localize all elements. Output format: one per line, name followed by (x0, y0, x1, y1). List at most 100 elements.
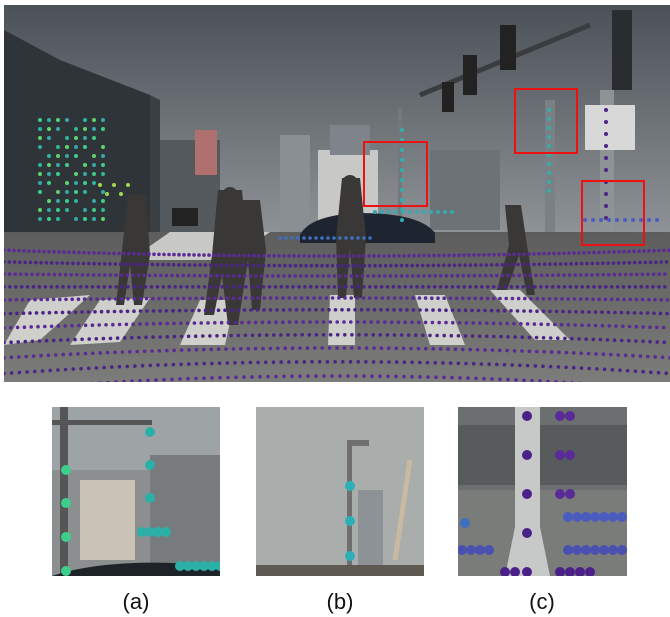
lidar-point (320, 263, 324, 268)
lidar-point (138, 322, 142, 326)
lidar-point (144, 296, 149, 301)
lidar-point (208, 263, 213, 268)
lidar-point (629, 272, 633, 277)
lidar-point (129, 262, 133, 267)
lidar-point (500, 567, 510, 576)
lidar-point (315, 274, 320, 278)
lidar-point (182, 253, 186, 257)
lidar-point (302, 254, 306, 258)
lidar-point (542, 251, 546, 256)
lidar-point (287, 320, 292, 324)
lidar-point (641, 369, 645, 374)
lidar-point (468, 285, 472, 289)
lidar-point (415, 285, 419, 289)
lidar-point (235, 263, 239, 268)
lidar-point (101, 145, 105, 149)
lidar-point (12, 248, 16, 253)
lidar-point (640, 297, 645, 302)
lidar-point (64, 297, 68, 302)
lidar-point (332, 285, 337, 289)
lidar-point (430, 296, 434, 301)
lidar-point (534, 335, 539, 340)
lidar-point (456, 334, 461, 338)
lidar-point (92, 217, 96, 221)
lidar-point (498, 348, 502, 353)
lidar-point (119, 192, 123, 196)
lidar-point (203, 263, 208, 267)
lidar-point (385, 333, 390, 337)
lidar-point (56, 145, 60, 149)
lidar-point (407, 253, 411, 258)
lidar-point (65, 190, 69, 194)
lidar-point (330, 263, 335, 268)
lidar-point (47, 310, 52, 315)
lidar-point (376, 320, 380, 324)
lidar-point (609, 352, 613, 357)
lidar-point (622, 261, 626, 265)
lidar-point (212, 253, 216, 257)
lidar-point (485, 334, 489, 339)
lidar-point (406, 333, 411, 337)
lidar-point (47, 127, 51, 131)
lidar-point (152, 252, 156, 256)
lidar-point (446, 347, 450, 351)
lidar-point (520, 335, 525, 340)
lidar-point (56, 172, 60, 176)
lidar-point (647, 249, 651, 253)
lidar-point (647, 297, 651, 302)
lidar-point (602, 250, 606, 254)
lidar-point (634, 297, 639, 302)
lidar-point (357, 346, 362, 350)
lidar-point (19, 403, 23, 407)
lidar-point (288, 263, 293, 268)
lidar-point (528, 309, 533, 313)
lidar-point (293, 263, 298, 268)
lidar-point (343, 389, 347, 393)
lidar-point (327, 274, 331, 278)
lidar-point (662, 248, 666, 253)
lidar-point (487, 362, 491, 367)
lidar-point (35, 272, 40, 277)
lidar-point (62, 250, 66, 254)
lidar-point (229, 333, 233, 338)
lidar-point (421, 333, 425, 338)
lidar-point (449, 406, 453, 410)
lidar-point (627, 260, 632, 265)
pole (545, 100, 555, 235)
lidar-point (487, 253, 491, 257)
lidar-point (262, 253, 266, 258)
lidar-point (477, 253, 481, 257)
lidar-point (519, 322, 523, 326)
lidar-point (598, 337, 603, 342)
lidar-point (301, 308, 305, 312)
lidar-point (553, 322, 557, 327)
lidar-point (159, 273, 163, 278)
lidar-point (497, 285, 502, 289)
lidar-point (522, 567, 532, 576)
lidar-point (590, 261, 595, 266)
lidar-point (483, 273, 488, 278)
lidar-point (185, 392, 189, 396)
lidar-point (471, 361, 476, 366)
lidar-point (248, 360, 253, 365)
lidar-point (485, 296, 490, 301)
lidar-point (313, 346, 317, 350)
lidar-point (537, 262, 542, 267)
lidar-point (325, 263, 330, 268)
lidar-point (467, 253, 471, 257)
lidar-point (17, 355, 21, 359)
lidar-point (327, 254, 331, 258)
lidar-point (546, 379, 550, 382)
lidar-point (233, 320, 237, 325)
lidar-point (458, 545, 467, 555)
lidar-point (533, 364, 538, 368)
lidar-point (642, 249, 646, 253)
lidar-point (586, 382, 590, 386)
lidar-point (429, 210, 433, 214)
lidar-point (227, 253, 231, 258)
lidar-point (547, 135, 551, 139)
lidar-point (179, 362, 183, 367)
lidar-point (344, 285, 349, 289)
lidar-point (318, 389, 322, 393)
lidar-point (268, 346, 273, 351)
